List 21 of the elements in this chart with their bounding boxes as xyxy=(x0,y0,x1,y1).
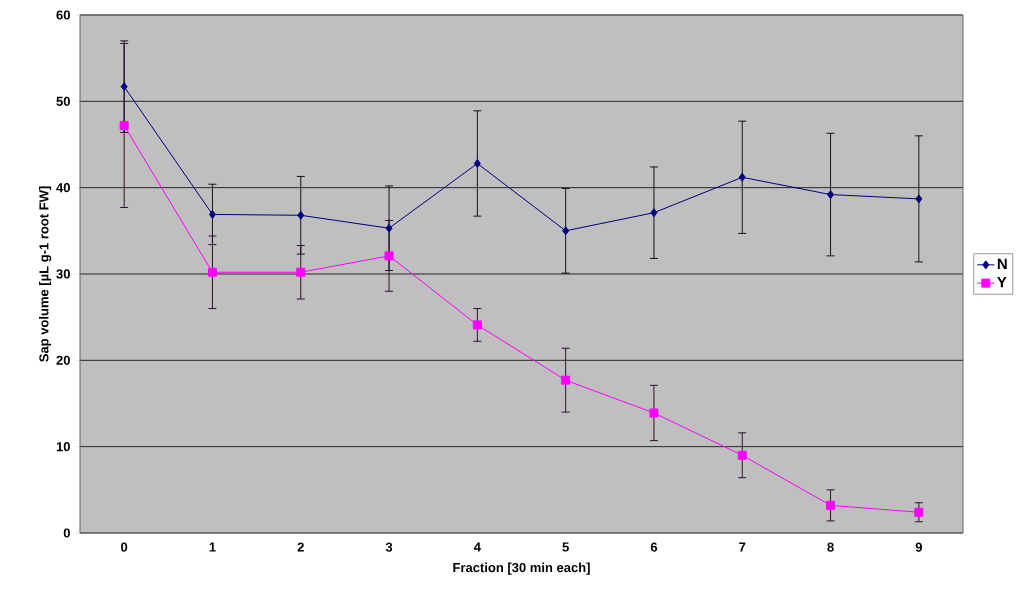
x-tick-label: 6 xyxy=(650,542,658,552)
x-tick-label: 0 xyxy=(121,542,128,552)
x-axis-title: Fraction [30 min each] xyxy=(453,562,590,575)
y-tick-label: 10 xyxy=(56,442,70,452)
y-axis-title: Sap volume [µL g-1 root FW] xyxy=(38,186,52,362)
legend-label: N xyxy=(997,258,1007,270)
x-tick-label: 8 xyxy=(827,542,834,552)
legend-label: Y xyxy=(997,276,1007,288)
y-tick-label: 40 xyxy=(56,183,70,193)
x-tick-label: 3 xyxy=(385,542,393,552)
x-tick-label: 4 xyxy=(473,542,481,552)
x-tick-label: 7 xyxy=(739,542,746,552)
y-tick-label: 20 xyxy=(56,355,70,365)
x-tick-label: 9 xyxy=(915,542,922,552)
x-tick-label: 5 xyxy=(562,542,569,552)
y-tick-label: 0 xyxy=(63,528,70,538)
y-tick-label: 60 xyxy=(56,10,70,20)
y-tick-label: 50 xyxy=(56,96,70,106)
y-tick-label: 30 xyxy=(56,269,70,279)
x-tick-label: 1 xyxy=(209,542,216,552)
x-tick-label: 2 xyxy=(297,542,304,552)
